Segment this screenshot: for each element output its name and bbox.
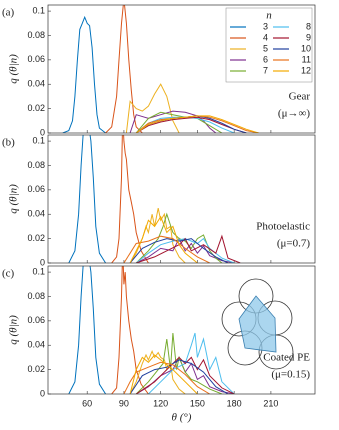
- panel: 0 0.02 0.04 0.06 0.08 0.1 60 90 120 150 180 210 (c) q…: [2, 265, 316, 424]
- y-tick-label: 0.06: [27, 315, 45, 325]
- series-line: [135, 115, 259, 133]
- annotation: Gear: [289, 91, 311, 103]
- y-tick-label: 0.02: [27, 103, 45, 113]
- legend-label: 9: [306, 32, 311, 42]
- series-line: [129, 110, 217, 133]
- series-line: [135, 116, 247, 133]
- x-tick-label: 120: [153, 398, 168, 408]
- panel: 0 0.02 0.04 0.06 0.08 0.1 (a) q (θ|n) Gear (μ→∞) n…: [2, 4, 316, 137]
- y-tick-label: 0.08: [27, 160, 45, 170]
- legend-box: [225, 7, 313, 83]
- annotation: (μ→∞): [278, 108, 310, 120]
- annotation: (μ=0.15): [271, 369, 310, 381]
- series-line: [129, 215, 198, 263]
- y-tick-label: 0.06: [27, 184, 45, 194]
- x-axis-label: θ (°): [172, 412, 192, 424]
- legend-label: 6: [263, 54, 268, 64]
- x-tick-label: 150: [190, 398, 205, 408]
- series-line: [136, 234, 241, 263]
- x-tick-label: 90: [119, 398, 129, 408]
- x-tick-label: 60: [82, 398, 92, 408]
- legend-title: n: [266, 10, 272, 22]
- series-line: [129, 359, 229, 394]
- series-line: [135, 111, 223, 133]
- panel-label: (b): [2, 137, 15, 149]
- axes-frame: [47, 4, 316, 134]
- lines: [62, 5, 259, 133]
- y-tick-label: 0.08: [27, 30, 45, 40]
- series-line: [129, 350, 186, 394]
- legend-label: 12: [301, 65, 311, 75]
- legend-label: 8: [306, 21, 311, 31]
- legend-label: 4: [263, 32, 268, 42]
- lines: [68, 135, 241, 263]
- y-axis-label: q (θ|n): [8, 54, 20, 84]
- y-tick-label: 0.02: [27, 233, 45, 243]
- y-tick-label: 0: [40, 257, 45, 267]
- axes-frame: [47, 134, 316, 264]
- y-tick-label: 0.04: [27, 209, 45, 219]
- series-line: [148, 332, 235, 394]
- inset-diagram: [221, 278, 294, 370]
- series-line: [135, 237, 235, 263]
- series-line: [129, 207, 186, 263]
- annotation: Photoelastic: [256, 221, 310, 233]
- y-axis-label: q (θ|n): [8, 315, 20, 345]
- y-tick-label: 0.1: [32, 135, 45, 145]
- annotation: (μ=0.7): [277, 238, 311, 250]
- y-tick-label: 0.04: [27, 79, 45, 89]
- y-tick-label: 0.02: [27, 364, 45, 374]
- y-tick-label: 0.1: [32, 5, 45, 15]
- series-line: [111, 135, 149, 263]
- panel-label: (c): [2, 268, 15, 280]
- series-line: [125, 83, 180, 133]
- y-tick-label: 0.1: [32, 266, 45, 276]
- series-line: [111, 266, 149, 394]
- series-line: [129, 354, 198, 394]
- series-line: [68, 135, 107, 263]
- series-line: [129, 238, 229, 263]
- panel-label: (a): [2, 7, 15, 19]
- y-tick-label: 0: [40, 127, 45, 137]
- series-line: [62, 15, 106, 133]
- series-line: [68, 266, 107, 394]
- legend-label: 3: [263, 21, 268, 31]
- legend-label: 11: [302, 54, 311, 64]
- x-tick-label: 210: [263, 398, 278, 408]
- legend-label: 10: [301, 43, 311, 53]
- y-axis-label: q (θ|n): [8, 184, 20, 214]
- axes-frame: [47, 265, 316, 395]
- series-line: [123, 235, 210, 263]
- series-line: [105, 5, 143, 133]
- legend-label: 7: [263, 65, 268, 75]
- series-line: [123, 361, 210, 394]
- panel: 0 0.02 0.04 0.06 0.08 0.1 (b) q (θ|n) Photoelast…: [2, 134, 316, 267]
- y-tick-label: 0: [40, 388, 45, 398]
- lines: [68, 266, 235, 394]
- y-tick-label: 0.08: [27, 291, 45, 301]
- x-tick-label: 180: [227, 398, 242, 408]
- annotation: Coated PE: [263, 352, 310, 364]
- y-tick-label: 0.06: [27, 54, 45, 64]
- legend-label: 5: [263, 43, 268, 53]
- y-tick-label: 0.04: [27, 340, 45, 350]
- series-line: [135, 356, 235, 394]
